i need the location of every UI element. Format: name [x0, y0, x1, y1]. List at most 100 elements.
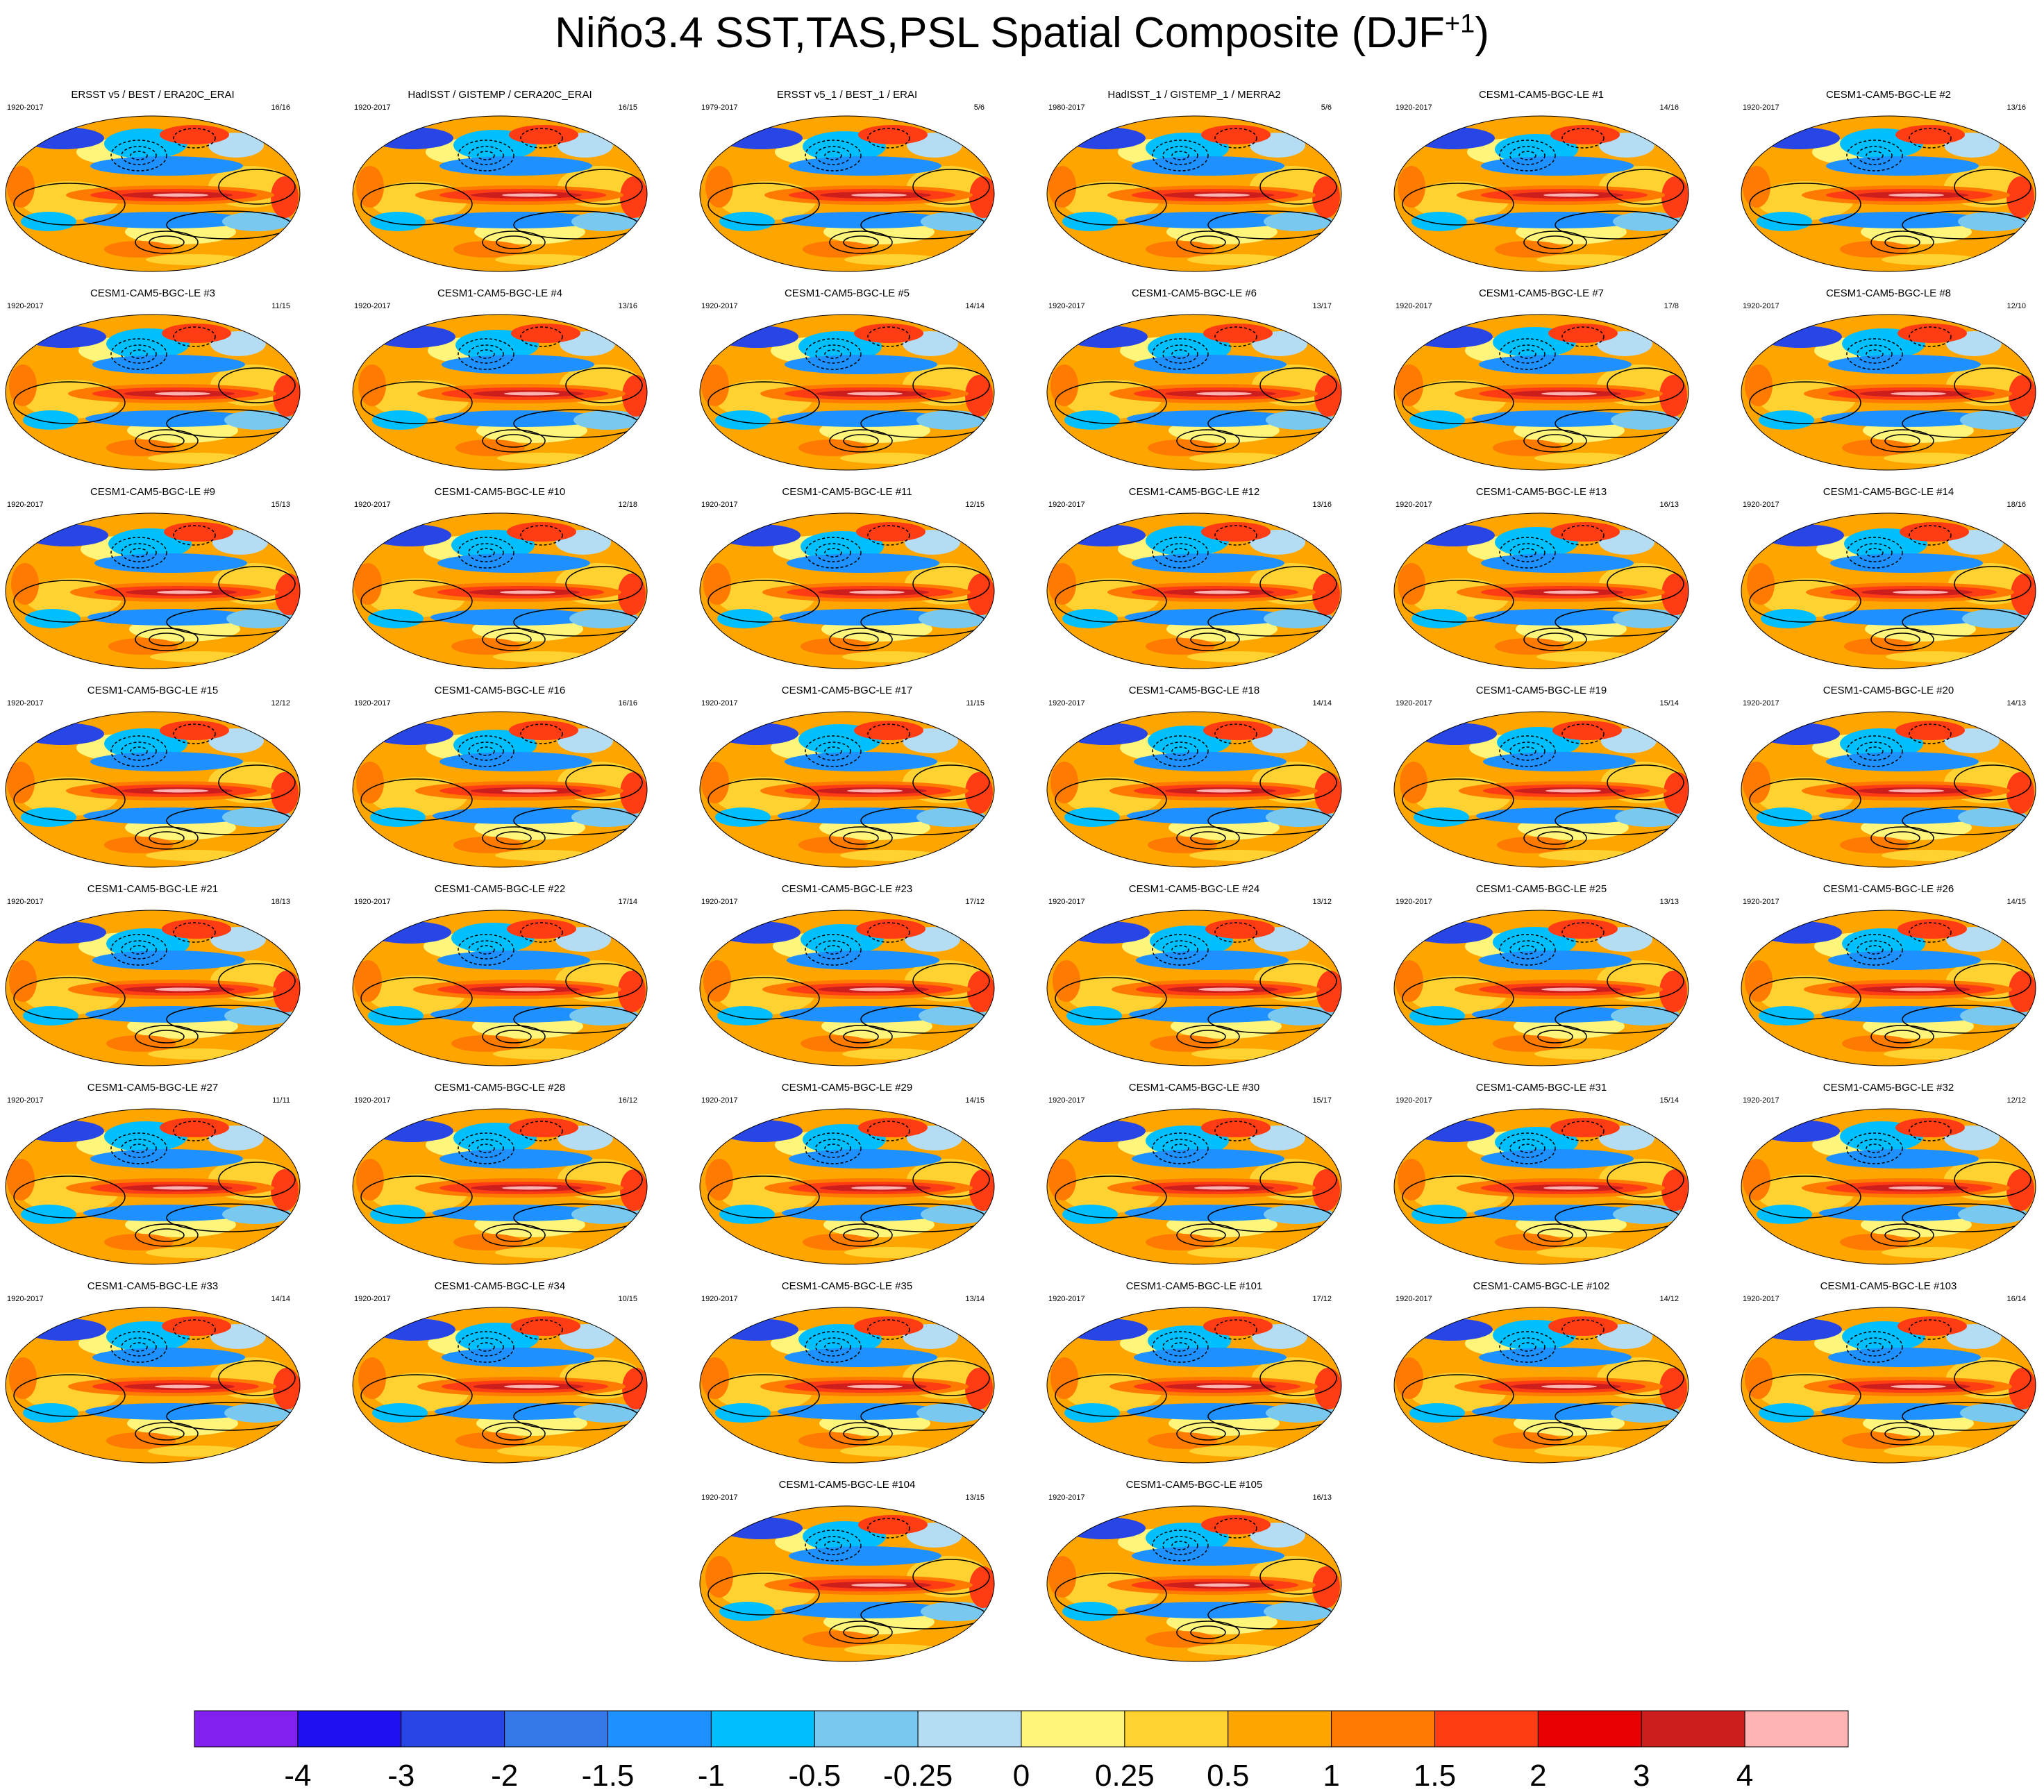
map-composite	[1393, 115, 1689, 272]
panel-event-count: 13/16	[1312, 501, 1332, 509]
panel-title: CESM1-CAM5-BGC-LE #103	[1820, 1280, 1957, 1292]
map-composite	[5, 1307, 301, 1464]
map-composite	[1393, 1108, 1689, 1265]
map-field	[353, 513, 647, 669]
panel-title: CESM1-CAM5-BGC-LE #24	[1128, 883, 1260, 895]
panel-title: CESM1-CAM5-BGC-LE #10	[434, 486, 566, 498]
map-field	[1394, 116, 1689, 271]
figure-title-end: )	[1475, 9, 1489, 57]
panel-year-range: 1920-2017	[1048, 501, 1085, 509]
map-panel: CESM1-CAM5-BGC-LE #11 1920-2017 12/15	[694, 486, 1000, 673]
map-field	[1741, 116, 2036, 271]
map-composite	[1393, 711, 1689, 868]
map-composite	[1393, 314, 1689, 471]
map-field	[1047, 1506, 1341, 1661]
map-field	[700, 1307, 994, 1463]
panel-year-range: 1920-2017	[1743, 103, 1779, 112]
panel-event-count: 5/6	[973, 103, 985, 112]
panel-year-range: 1920-2017	[1743, 1096, 1779, 1105]
map-field	[1394, 1307, 1689, 1463]
panel-event-count: 16/14	[2007, 1295, 2026, 1303]
map-panel: CESM1-CAM5-BGC-LE #4 1920-2017 13/16	[347, 287, 653, 475]
colorbar-swatch	[1641, 1710, 1745, 1748]
colorbar-tick-label: -4	[284, 1759, 311, 1792]
map-composite	[1046, 1307, 1342, 1464]
panel-year-range: 1920-2017	[1048, 898, 1085, 906]
panel-year-range: 1920-2017	[354, 501, 391, 509]
map-field	[6, 315, 300, 470]
panel-year-range: 1920-2017	[1396, 1295, 1432, 1303]
map-panel: CESM1-CAM5-BGC-LE #35 1920-2017 13/14	[694, 1280, 1000, 1468]
panel-event-count: 15/14	[1659, 1096, 1679, 1105]
map-composite	[1741, 115, 2036, 272]
panel-title: CESM1-CAM5-BGC-LE #5	[784, 287, 910, 299]
map-composite	[5, 115, 301, 272]
panel-title: CESM1-CAM5-BGC-LE #15	[87, 685, 219, 696]
panel-year-range: 1920-2017	[7, 898, 44, 906]
colorbar-tick-label: 0	[1013, 1759, 1030, 1792]
map-field	[6, 116, 300, 271]
panel-year-range: 1920-2017	[701, 699, 738, 707]
colorbar-tick-label: 3	[1633, 1759, 1650, 1792]
panel-year-range: 1920-2017	[1743, 699, 1779, 707]
map-field	[6, 513, 300, 669]
colorbar-swatch	[917, 1710, 1022, 1748]
map-panel: CESM1-CAM5-BGC-LE #103 1920-2017 16/14	[1736, 1280, 2041, 1468]
panel-title: CESM1-CAM5-BGC-LE #35	[781, 1280, 913, 1292]
panel-year-range: 1979-2017	[701, 103, 738, 112]
map-panel-grid: ERSST v5 / BEST / ERA20C_ERAI 1920-2017 16…	[0, 89, 2041, 1666]
colorbar-tick-label: 1	[1323, 1759, 1339, 1792]
map-composite	[699, 512, 995, 669]
panel-event-count: 13/17	[1312, 302, 1332, 310]
map-field	[1047, 513, 1341, 669]
map-panel: CESM1-CAM5-BGC-LE #28 1920-2017 16/12	[347, 1082, 653, 1269]
panel-event-count: 12/12	[2007, 1096, 2026, 1105]
map-panel: CESM1-CAM5-BGC-LE #102 1920-2017 14/12	[1389, 1280, 1694, 1468]
panel-title: CESM1-CAM5-BGC-LE #14	[1823, 486, 1954, 498]
map-field	[1047, 1307, 1341, 1463]
panel-title: CESM1-CAM5-BGC-LE #18	[1128, 685, 1260, 696]
figure-title-superscript: +1	[1444, 9, 1475, 39]
map-panel: HadISST_1 / GISTEMP_1 / MERRA2 1980-2017 5…	[1041, 89, 1347, 276]
map-panel: CESM1-CAM5-BGC-LE #17 1920-2017 11/15	[694, 685, 1000, 872]
map-panel: CESM1-CAM5-BGC-LE #7 1920-2017 17/8	[1389, 287, 1694, 475]
map-panel: CESM1-CAM5-BGC-LE #15 1920-2017 12/12	[0, 685, 305, 872]
panel-year-range: 1920-2017	[701, 1096, 738, 1105]
map-field	[1741, 910, 2036, 1066]
map-field	[1741, 1307, 2036, 1463]
panel-event-count: 17/14	[618, 898, 637, 906]
panel-year-range: 1920-2017	[701, 1493, 738, 1502]
colorbar-swatch	[710, 1710, 815, 1748]
figure-title: Niño3.4 SST,TAS,PSL Spatial Composite (D…	[0, 6, 2044, 61]
panel-event-count: 11/15	[271, 302, 290, 310]
panel-year-range: 1980-2017	[1048, 103, 1085, 112]
map-panel: CESM1-CAM5-BGC-LE #104 1920-2017 13/15	[694, 1479, 1000, 1666]
panel-event-count: 16/13	[1659, 501, 1679, 509]
map-field	[353, 116, 647, 271]
panel-year-range: 1920-2017	[1743, 501, 1779, 509]
panel-title: CESM1-CAM5-BGC-LE #28	[434, 1082, 566, 1094]
map-panel: ERSST v5_1 / BEST_1 / ERAI 1979-2017 5/6	[694, 89, 1000, 276]
colorbar-tick-label: -0.25	[883, 1759, 953, 1792]
panel-title: CESM1-CAM5-BGC-LE #19	[1475, 685, 1607, 696]
map-field	[700, 116, 994, 271]
panel-year-range: 1920-2017	[354, 699, 391, 707]
map-panel: CESM1-CAM5-BGC-LE #22 1920-2017 17/14	[347, 883, 653, 1071]
panel-event-count: 14/15	[965, 1096, 985, 1105]
map-composite	[699, 314, 995, 471]
map-panel: CESM1-CAM5-BGC-LE #8 1920-2017 12/10	[1736, 287, 2041, 475]
panel-title: CESM1-CAM5-BGC-LE #102	[1473, 1280, 1610, 1292]
panel-title: ERSST v5 / BEST / ERA20C_ERAI	[71, 89, 235, 101]
colorbar-swatch	[504, 1710, 608, 1748]
colorbar-swatch	[1228, 1710, 1332, 1748]
panel-title: ERSST v5_1 / BEST_1 / ERAI	[776, 89, 918, 101]
panel-event-count: 13/16	[2007, 103, 2026, 112]
panel-event-count: 14/16	[1659, 103, 1679, 112]
map-field	[1741, 712, 2036, 867]
map-field	[700, 1506, 994, 1661]
panel-event-count: 14/15	[2007, 898, 2026, 906]
panel-title: CESM1-CAM5-BGC-LE #6	[1131, 287, 1257, 299]
panel-title: CESM1-CAM5-BGC-LE #3	[90, 287, 216, 299]
panel-title: CESM1-CAM5-BGC-LE #8	[1825, 287, 1952, 299]
map-panel: CESM1-CAM5-BGC-LE #32 1920-2017 12/12	[1736, 1082, 2041, 1269]
